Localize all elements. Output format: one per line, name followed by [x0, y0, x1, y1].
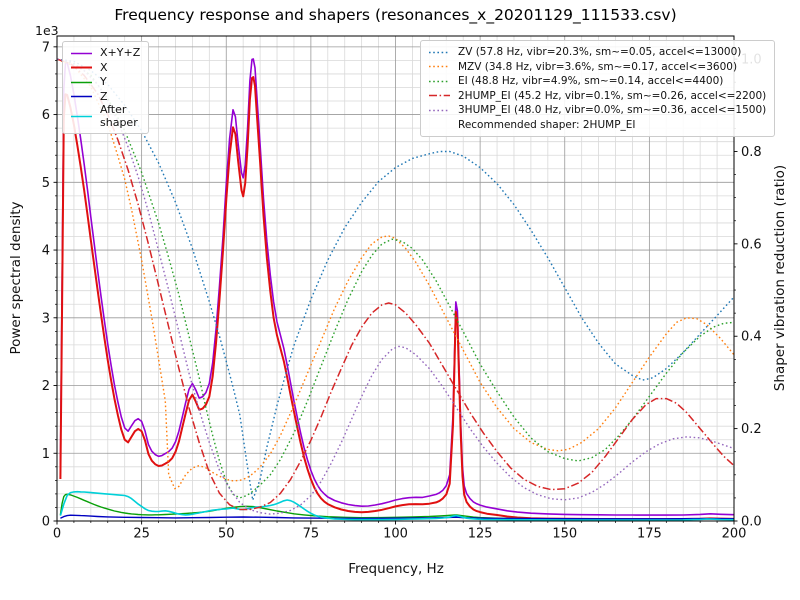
svg-text:7: 7 [42, 40, 50, 55]
xyz-line-swatch [70, 48, 93, 59]
legend-item-2hump-ei: 2HUMP_EI (45.2 Hz, vibr=0.1%, sm~=0.26, … [428, 89, 766, 104]
mzv-line-swatch [428, 61, 451, 72]
chart-title: Frequency response and shapers (resonanc… [114, 6, 677, 24]
svg-text:50: 50 [218, 527, 235, 542]
svg-text:0: 0 [42, 515, 50, 530]
legend-psd: X+Y+Z X Y Z After shaper [62, 41, 150, 134]
svg-text:75: 75 [303, 527, 320, 542]
svg-text:0.8: 0.8 [741, 145, 762, 160]
legend-label-xyz: X+Y+Z [100, 46, 141, 59]
svg-text:4: 4 [42, 244, 50, 259]
after-shaper-line-swatch [70, 111, 93, 122]
legend-label-y: Y [100, 75, 107, 88]
legend-item-after-shaper: After shaper [70, 103, 140, 129]
legend-item-x: X [70, 61, 140, 76]
legend-label-x: X [100, 60, 108, 74]
ei-line-swatch [428, 76, 451, 87]
legend-label-mzv: MZV (34.8 Hz, vibr=3.6%, sm~=0.17, accel… [458, 60, 738, 73]
legend-item-mzv: MZV (34.8 Hz, vibr=3.6%, sm~=0.17, accel… [428, 60, 766, 75]
svg-text:175: 175 [637, 527, 662, 542]
legend-item-y: Y [70, 75, 140, 90]
legend-item-ei: EI (48.8 Hz, vibr=4.9%, sm~=0.14, accel<… [428, 74, 766, 89]
svg-text:100: 100 [383, 527, 408, 542]
svg-text:6: 6 [42, 108, 50, 123]
3hump-ei-line-swatch [428, 105, 451, 116]
svg-text:25: 25 [133, 527, 150, 542]
z-line-swatch [70, 91, 93, 102]
recommended-shaper-text: Recommended shaper: 2HUMP_EI [458, 118, 636, 131]
svg-text:150: 150 [552, 527, 577, 542]
legend-item-3hump-ei: 3HUMP_EI (48.0 Hz, vibr=0.0%, sm~=0.36, … [428, 103, 766, 118]
svg-text:200: 200 [722, 527, 747, 542]
legend-item-recommended: Recommended shaper: 2HUMP_EI [428, 118, 766, 133]
svg-text:0.4: 0.4 [741, 330, 762, 345]
legend-shapers: ZV (57.8 Hz, vibr=20.3%, sm~=0.05, accel… [420, 40, 776, 137]
legend-item-zv: ZV (57.8 Hz, vibr=20.3%, sm~=0.05, accel… [428, 45, 766, 60]
legend-label-3hump-ei: 3HUMP_EI (48.0 Hz, vibr=0.0%, sm~=0.36, … [458, 104, 767, 117]
2hump-ei-line-swatch [428, 90, 451, 101]
svg-text:2: 2 [42, 379, 50, 394]
svg-text:3: 3 [42, 311, 50, 326]
legend-item-z: Z [70, 90, 140, 105]
svg-text:0.2: 0.2 [741, 422, 762, 437]
legend-label-ei: EI (48.8 Hz, vibr=4.9%, sm~=0.14, accel<… [458, 75, 724, 88]
x-line-swatch [70, 62, 93, 73]
x-axis-label: Frequency, Hz [348, 561, 444, 577]
zv-line-swatch [428, 47, 451, 58]
svg-text:0: 0 [53, 527, 61, 542]
legend-label-2hump-ei: 2HUMP_EI (45.2 Hz, vibr=0.1%, sm~=0.26, … [458, 89, 767, 102]
y-line-swatch [70, 77, 93, 88]
legend-label-zv: ZV (57.8 Hz, vibr=20.3%, sm~=0.05, accel… [458, 46, 742, 59]
y-axis-offset-text: 1e3 [35, 23, 59, 38]
svg-text:125: 125 [468, 527, 493, 542]
svg-text:0.6: 0.6 [741, 237, 762, 252]
legend-label-z: Z [100, 89, 108, 103]
svg-text:1: 1 [42, 447, 50, 462]
legend-item-xyz: X+Y+Z [70, 46, 140, 61]
legend-label-after-shaper: After shaper [100, 103, 138, 129]
svg-text:5: 5 [42, 176, 50, 191]
svg-text:0.0: 0.0 [741, 515, 762, 530]
